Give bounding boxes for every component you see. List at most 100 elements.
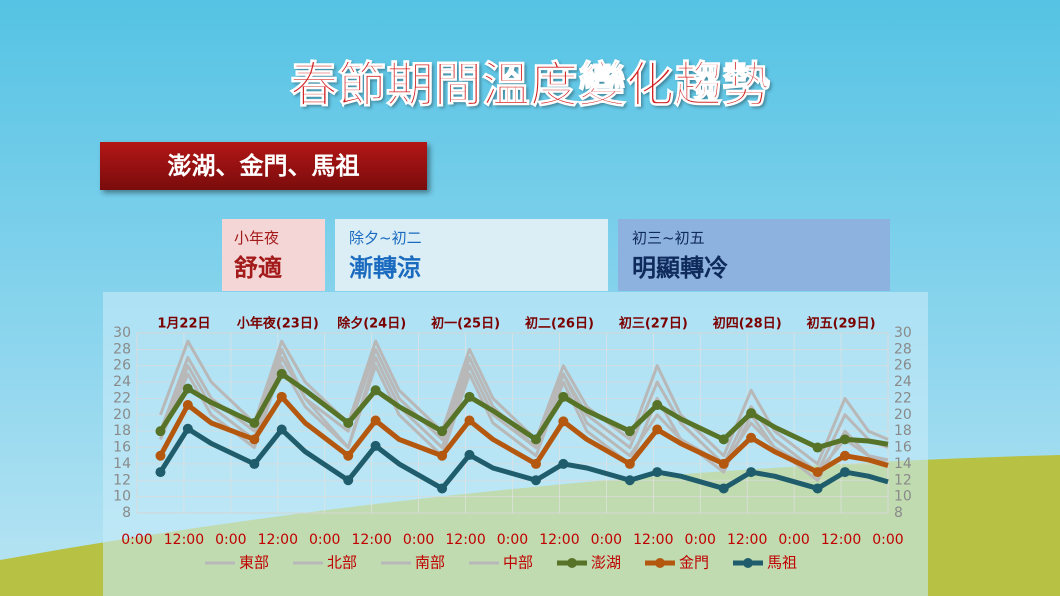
point-marker [746, 408, 757, 419]
y2-tick-label: 18 [894, 423, 912, 439]
point-marker [558, 391, 569, 402]
point-marker [249, 458, 260, 469]
x-tick-label: 0:00 [591, 532, 622, 548]
x-tick-label: 0:00 [121, 532, 152, 548]
point-marker [530, 475, 541, 486]
y-tick-label: 22 [113, 390, 131, 406]
series-line [159, 364, 889, 482]
period-box: 除夕~初二 漸轉涼 [335, 219, 608, 291]
y-tick-label: 8 [122, 505, 131, 521]
x-tick-label: 0:00 [778, 532, 809, 548]
point-marker [652, 400, 663, 410]
point-marker [276, 391, 287, 402]
day-label: 除夕(24日) [337, 316, 406, 332]
title: 春節期間溫度變化趨勢 [289, 57, 770, 114]
point-marker [155, 426, 166, 437]
point-marker [812, 483, 823, 494]
x-tick-label: 0:00 [497, 532, 528, 548]
legend-label: 金門 [679, 554, 709, 572]
point-marker [746, 432, 757, 443]
point-marker [370, 385, 381, 396]
point-marker [718, 434, 729, 445]
point-marker [624, 475, 635, 486]
period-mood: 漸轉涼 [349, 254, 421, 282]
point-marker [276, 368, 287, 379]
legend-marker [567, 558, 577, 568]
y2-tick-label: 20 [894, 407, 912, 423]
y-tick-label: 18 [113, 423, 131, 439]
series-line [159, 347, 889, 474]
point-marker [182, 383, 193, 394]
point-marker [182, 400, 193, 410]
point-marker [437, 426, 448, 437]
period-box: 初三~初五 明顯轉冷 [618, 219, 890, 291]
day-label: 初三(27日) [619, 316, 688, 332]
point-marker [276, 424, 287, 435]
x-tick-label: 0:00 [872, 532, 903, 548]
period-label: 小年夜 [234, 229, 280, 247]
point-marker [370, 415, 381, 426]
x-tick-label: 0:00 [215, 532, 246, 548]
day-label: 初四(28日) [713, 316, 782, 332]
point-marker [839, 467, 850, 478]
point-marker [155, 450, 166, 461]
period-box: 小年夜 舒適 [222, 219, 325, 291]
y-tick-label: 14 [113, 456, 131, 472]
point-marker [249, 418, 260, 428]
y-tick-label: 30 [113, 325, 131, 341]
subtitle-box: 澎湖、金門、馬祖 [100, 142, 427, 190]
y-tick-label: 16 [113, 440, 131, 456]
x-tick-label: 12:00 [633, 532, 673, 548]
point-marker [249, 434, 260, 445]
legend-label: 澎湖 [591, 554, 621, 572]
day-label: 小年夜(23日) [237, 316, 319, 332]
x-tick-label: 0:00 [403, 532, 434, 548]
y2-tick-label: 22 [894, 390, 912, 406]
period-label: 除夕~初二 [349, 229, 422, 247]
y-tick-label: 28 [113, 341, 131, 357]
x-tick-label: 0:00 [685, 532, 716, 548]
y2-tick-label: 14 [894, 456, 912, 472]
x-tick-label: 12:00 [352, 532, 392, 548]
point-marker [746, 467, 757, 478]
x-tick-label: 12:00 [164, 532, 204, 548]
y2-tick-label: 30 [894, 325, 912, 341]
point-marker [839, 434, 850, 445]
legend-marker [743, 558, 753, 568]
point-marker [812, 467, 823, 478]
y2-tick-label: 16 [894, 440, 912, 456]
point-marker [437, 450, 448, 461]
y2-tick-label: 10 [894, 489, 912, 505]
point-marker [718, 483, 729, 494]
legend-label: 馬祖 [767, 554, 797, 572]
legend-label: 北部 [327, 554, 357, 572]
point-marker [624, 458, 635, 469]
point-marker [437, 483, 448, 494]
legend-label: 東部 [239, 554, 269, 572]
period-label: 初三~初五 [632, 229, 705, 247]
day-label: 初一(25日) [431, 316, 500, 332]
point-marker [530, 458, 541, 469]
x-tick-label: 12:00 [445, 532, 485, 548]
legend-label: 南部 [415, 554, 445, 572]
point-marker [155, 467, 166, 478]
point-marker [182, 423, 193, 434]
point-marker [652, 424, 663, 435]
y-tick-label: 12 [113, 472, 131, 488]
point-marker [464, 391, 475, 402]
y2-tick-label: 12 [894, 472, 912, 488]
point-marker [558, 458, 569, 469]
chart-panel [103, 292, 928, 596]
point-marker [370, 440, 381, 451]
point-marker [464, 415, 475, 426]
x-tick-label: 12:00 [727, 532, 767, 548]
day-label: 初五(29日) [807, 316, 876, 332]
y2-tick-label: 28 [894, 341, 912, 357]
y2-tick-label: 24 [894, 374, 912, 390]
period-mood: 明顯轉冷 [632, 254, 728, 282]
x-tick-label: 0:00 [309, 532, 340, 548]
legend-label: 中部 [503, 554, 533, 572]
y2-tick-label: 8 [894, 505, 903, 521]
